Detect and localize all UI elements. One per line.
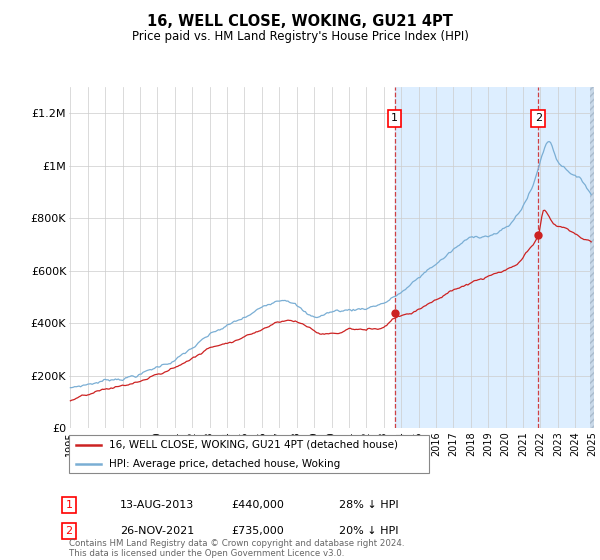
FancyBboxPatch shape bbox=[69, 435, 429, 473]
Bar bbox=[395, 87, 593, 428]
Text: 28% ↓ HPI: 28% ↓ HPI bbox=[339, 500, 398, 510]
Text: 16, WELL CLOSE, WOKING, GU21 4PT (detached house): 16, WELL CLOSE, WOKING, GU21 4PT (detach… bbox=[109, 440, 398, 450]
Text: 13-AUG-2013: 13-AUG-2013 bbox=[120, 500, 194, 510]
Text: 1: 1 bbox=[391, 113, 398, 123]
Text: 2: 2 bbox=[535, 113, 542, 123]
Text: 26-NOV-2021: 26-NOV-2021 bbox=[120, 526, 194, 536]
Text: 16, WELL CLOSE, WOKING, GU21 4PT: 16, WELL CLOSE, WOKING, GU21 4PT bbox=[147, 14, 453, 29]
Text: 2: 2 bbox=[65, 526, 73, 536]
Text: 1: 1 bbox=[65, 500, 73, 510]
Text: £735,000: £735,000 bbox=[231, 526, 284, 536]
Text: £440,000: £440,000 bbox=[231, 500, 284, 510]
Text: HPI: Average price, detached house, Woking: HPI: Average price, detached house, Woki… bbox=[109, 459, 340, 469]
Text: Contains HM Land Registry data © Crown copyright and database right 2024.
This d: Contains HM Land Registry data © Crown c… bbox=[69, 539, 404, 558]
Bar bbox=[590, 87, 598, 428]
Text: Price paid vs. HM Land Registry's House Price Index (HPI): Price paid vs. HM Land Registry's House … bbox=[131, 30, 469, 44]
Text: 20% ↓ HPI: 20% ↓ HPI bbox=[339, 526, 398, 536]
